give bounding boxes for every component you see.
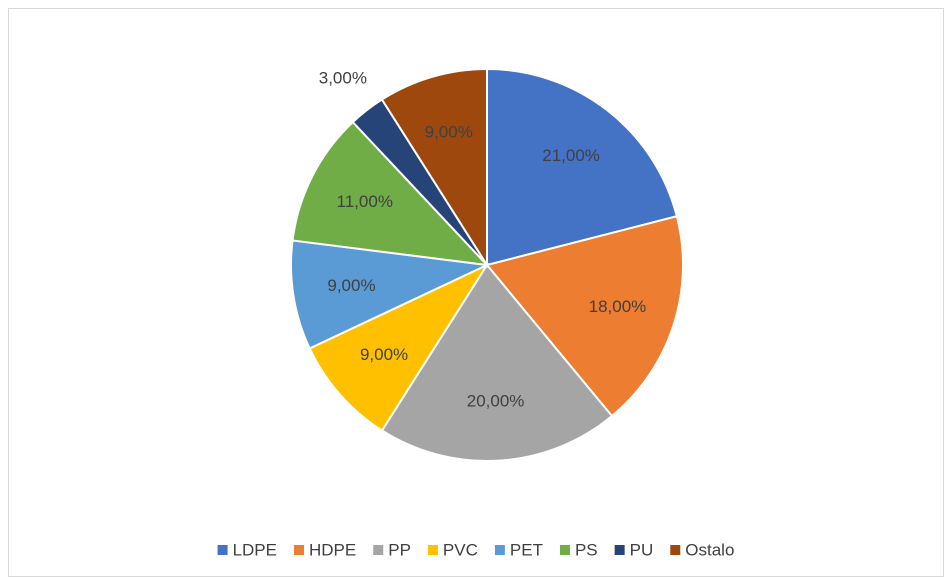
legend-label: Ostalo — [685, 540, 734, 559]
pie-slice — [380, 263, 614, 462]
data-label: 20,00% — [467, 391, 525, 410]
legend-swatch — [559, 545, 570, 555]
data-label: 9,00% — [360, 345, 408, 364]
legend-label: PET — [510, 540, 543, 559]
pie-slice — [486, 67, 679, 267]
pie-slice — [291, 120, 490, 267]
legend-label: PS — [575, 540, 598, 559]
pie-slice — [485, 215, 684, 418]
data-label: 3,00% — [319, 69, 367, 88]
legend-swatch — [427, 545, 438, 555]
legend-swatch — [670, 545, 681, 555]
data-label: 9,00% — [425, 123, 473, 142]
legend-label: PP — [388, 540, 411, 559]
pie-slice — [308, 262, 490, 432]
pie-slice — [380, 67, 488, 269]
pie-slice — [290, 239, 491, 350]
legend-label: PU — [630, 540, 654, 559]
legend-swatch — [614, 545, 625, 555]
legend-swatch — [217, 545, 228, 555]
legend-swatch — [294, 545, 305, 555]
legend-label: PVC — [443, 540, 478, 559]
legend-swatch — [494, 545, 505, 555]
legend-label: HDPE — [309, 540, 356, 559]
legend-swatch — [373, 545, 384, 555]
data-label: 18,00% — [589, 297, 647, 316]
data-label: 21,00% — [542, 146, 600, 165]
data-label: 9,00% — [327, 276, 375, 295]
legend-label: LDPE — [233, 540, 277, 559]
data-label: 11,00% — [337, 192, 393, 211]
